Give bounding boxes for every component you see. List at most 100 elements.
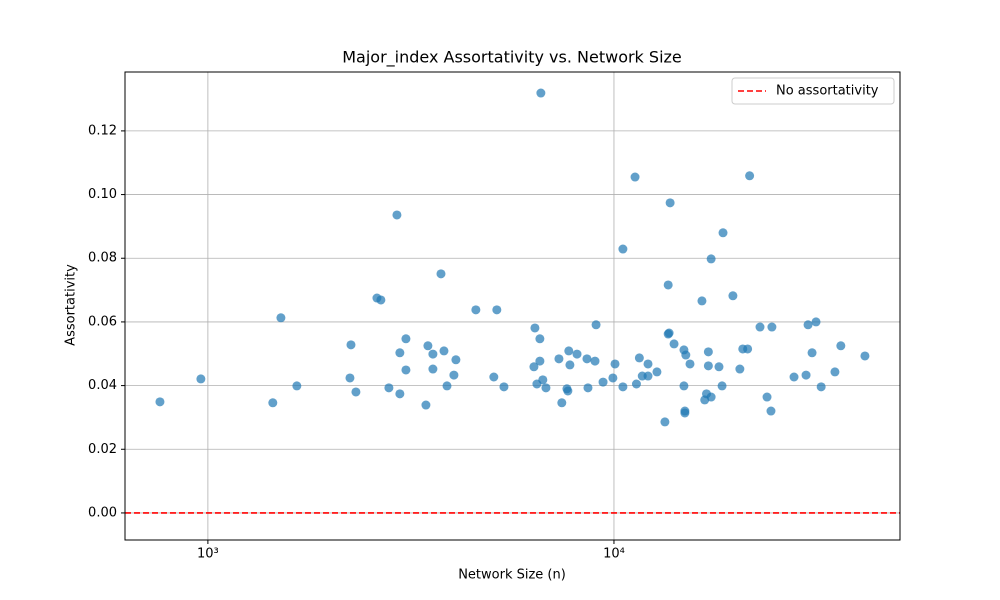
data-point bbox=[564, 346, 574, 356]
data-point bbox=[816, 382, 826, 392]
data-point bbox=[590, 356, 600, 366]
data-point bbox=[395, 348, 405, 358]
data-point bbox=[554, 354, 564, 364]
data-point bbox=[276, 313, 286, 323]
data-point bbox=[807, 348, 817, 358]
data-point bbox=[535, 356, 545, 366]
data-point bbox=[442, 381, 452, 391]
data-point bbox=[591, 320, 601, 330]
data-point bbox=[706, 254, 716, 264]
data-point bbox=[565, 360, 575, 370]
data-point bbox=[268, 398, 278, 408]
data-point bbox=[471, 305, 481, 315]
data-point bbox=[697, 296, 707, 306]
data-point bbox=[766, 406, 776, 416]
data-point bbox=[685, 359, 695, 369]
data-point bbox=[755, 322, 765, 332]
y-tick-label: 0.04 bbox=[88, 378, 117, 393]
data-point bbox=[643, 371, 653, 381]
y-tick-label: 0.00 bbox=[88, 505, 117, 520]
data-point bbox=[610, 359, 620, 369]
data-point bbox=[395, 389, 405, 399]
data-point bbox=[401, 334, 411, 344]
data-point bbox=[679, 381, 689, 391]
x-axis-label: Network Size (n) bbox=[458, 568, 566, 583]
data-point bbox=[743, 344, 753, 354]
data-point bbox=[718, 228, 728, 238]
y-tick-label: 0.02 bbox=[88, 442, 117, 457]
data-point bbox=[423, 341, 433, 351]
data-point bbox=[155, 397, 165, 407]
data-point bbox=[563, 386, 573, 396]
data-point bbox=[421, 400, 431, 410]
x-tick-label: 10³ bbox=[197, 547, 219, 562]
data-point bbox=[680, 408, 690, 418]
data-point bbox=[345, 373, 355, 383]
data-point bbox=[608, 373, 618, 383]
legend-label: No assortativity bbox=[776, 84, 879, 99]
data-point bbox=[811, 317, 821, 327]
data-point bbox=[489, 372, 499, 382]
data-point bbox=[703, 361, 713, 371]
data-point bbox=[530, 323, 540, 333]
data-point bbox=[384, 383, 394, 393]
data-point bbox=[630, 172, 640, 182]
data-point bbox=[681, 350, 691, 360]
data-point bbox=[536, 88, 546, 98]
data-point bbox=[541, 383, 551, 393]
data-point bbox=[665, 198, 675, 208]
data-point bbox=[428, 364, 438, 374]
plot-frame bbox=[124, 71, 901, 541]
y-tick-label: 0.06 bbox=[88, 314, 117, 329]
y-axis-label: Assortativity bbox=[64, 264, 79, 346]
data-point bbox=[292, 381, 302, 391]
data-point bbox=[401, 365, 411, 375]
data-point bbox=[669, 339, 679, 349]
data-point bbox=[801, 370, 811, 380]
data-point bbox=[376, 295, 386, 305]
legend: No assortativity bbox=[731, 77, 895, 105]
data-point bbox=[803, 320, 813, 330]
data-point bbox=[538, 375, 548, 385]
data-point bbox=[762, 392, 772, 402]
data-point bbox=[618, 244, 628, 254]
data-point bbox=[860, 351, 870, 361]
data-point bbox=[735, 364, 745, 374]
data-point bbox=[830, 367, 840, 377]
data-point bbox=[836, 341, 846, 351]
data-point bbox=[618, 382, 628, 392]
data-point bbox=[664, 328, 674, 338]
data-point bbox=[660, 417, 670, 427]
data-point bbox=[706, 392, 716, 402]
data-point bbox=[535, 334, 545, 344]
data-point bbox=[351, 387, 361, 397]
data-point bbox=[436, 269, 446, 279]
data-point bbox=[582, 354, 592, 364]
data-point bbox=[631, 379, 641, 389]
data-point bbox=[663, 280, 673, 290]
data-point bbox=[196, 374, 206, 384]
y-tick-label: 0.10 bbox=[88, 187, 117, 202]
data-point bbox=[557, 398, 567, 408]
data-point bbox=[652, 367, 662, 377]
data-point bbox=[598, 377, 608, 387]
data-point bbox=[728, 291, 738, 301]
data-point bbox=[583, 383, 593, 393]
data-point bbox=[717, 381, 727, 391]
x-tick-label: 10⁴ bbox=[603, 547, 625, 562]
data-point bbox=[634, 353, 644, 363]
data-point bbox=[745, 171, 755, 181]
data-point bbox=[767, 322, 777, 332]
data-point bbox=[529, 362, 539, 372]
legend-box bbox=[731, 77, 895, 105]
data-point bbox=[714, 362, 724, 372]
data-point bbox=[789, 372, 799, 382]
data-point bbox=[439, 346, 449, 356]
y-tick-label: 0.12 bbox=[88, 123, 117, 138]
data-point bbox=[572, 349, 582, 359]
chart-title: Major_index Assortativity vs. Network Si… bbox=[342, 48, 682, 68]
data-point bbox=[449, 370, 459, 380]
data-point bbox=[346, 340, 356, 350]
y-tick-label: 0.08 bbox=[88, 251, 117, 266]
